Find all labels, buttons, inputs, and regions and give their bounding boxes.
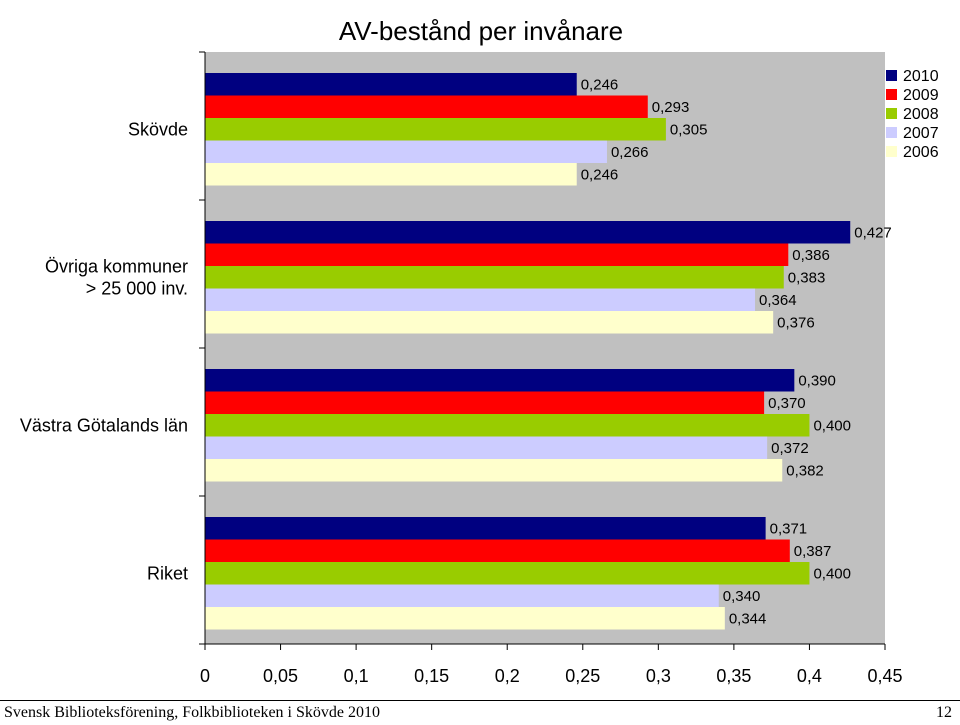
data-label: 0,293: [652, 99, 690, 116]
x-tick-label: 0,45: [867, 666, 902, 686]
x-tick-label: 0,1: [344, 666, 369, 686]
data-label: 0,370: [768, 395, 806, 412]
bar: [205, 163, 577, 186]
legend-swatch: [886, 70, 897, 81]
legend-swatch: [886, 108, 897, 119]
bar: [205, 539, 790, 562]
data-label: 0,246: [581, 166, 619, 183]
bar: [205, 288, 756, 311]
data-label: 0,246: [581, 76, 619, 93]
bar: [205, 584, 719, 607]
x-tick-label: 0,35: [716, 666, 751, 686]
x-tick-label: 0,15: [414, 666, 449, 686]
x-tick-label: 0,25: [565, 666, 600, 686]
legend-label: 2007: [903, 125, 939, 142]
bar: [205, 436, 768, 459]
bar: [205, 459, 783, 482]
x-tick-label: 0,4: [797, 666, 822, 686]
data-label: 0,344: [729, 610, 767, 627]
bar: [205, 118, 666, 141]
bar: [205, 369, 795, 392]
x-tick-label: 0: [200, 666, 210, 686]
bar: [205, 562, 810, 585]
data-label: 0,382: [786, 462, 824, 479]
bar: [205, 73, 577, 96]
legend-swatch: [886, 127, 897, 138]
data-label: 0,400: [813, 565, 851, 582]
data-label: 0,427: [854, 224, 892, 241]
legend-swatch: [886, 89, 897, 100]
bar: [205, 517, 766, 540]
bar: [205, 95, 648, 118]
category-label: Riket: [147, 563, 188, 583]
bar: [205, 266, 784, 289]
bar: [205, 140, 607, 163]
data-label: 0,266: [611, 144, 649, 161]
x-tick-label: 0,05: [263, 666, 298, 686]
bar: [205, 414, 810, 437]
data-label: 0,340: [723, 588, 761, 605]
data-label: 0,364: [759, 292, 797, 309]
category-label: Skövde: [128, 119, 188, 139]
page-number: 12: [936, 704, 952, 721]
x-tick-label: 0,2: [495, 666, 520, 686]
footer-rule: [0, 700, 960, 701]
footer-source: Svensk Biblioteksförening, Folkbibliotek…: [4, 704, 380, 721]
chart-title: AV-bestånd per invånare: [339, 16, 623, 46]
data-label: 0,387: [794, 543, 832, 560]
category-label: Övriga kommuner > 25 000 inv.: [45, 256, 188, 298]
bar: [205, 607, 725, 630]
data-label: 0,376: [777, 314, 815, 331]
category-label: Västra Götalands län: [20, 415, 188, 435]
legend-label: 2008: [903, 106, 939, 123]
x-tick-label: 0,3: [646, 666, 671, 686]
legend-swatch: [886, 146, 897, 157]
bar: [205, 221, 851, 244]
data-label: 0,383: [788, 269, 826, 286]
data-label: 0,372: [771, 440, 809, 457]
legend-label: 2006: [903, 144, 939, 161]
legend-label: 2010: [903, 68, 939, 85]
legend-label: 2009: [903, 87, 939, 104]
bar: [205, 243, 789, 266]
data-label: 0,305: [670, 121, 708, 138]
data-label: 0,400: [813, 417, 851, 434]
data-label: 0,386: [792, 247, 830, 264]
bar-chart: AV-bestånd per invånare 0,246 0,293 0,305 0…: [20, 16, 939, 686]
data-label: 0,371: [770, 520, 808, 537]
data-label: 0,390: [798, 372, 836, 389]
bar: [205, 311, 774, 334]
bar: [205, 391, 765, 414]
